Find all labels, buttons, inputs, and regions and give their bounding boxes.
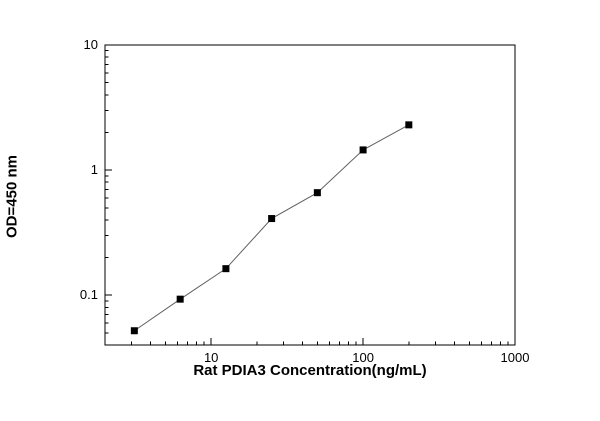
data-point-marker <box>222 265 230 273</box>
x-axis-tick-label: 1000 <box>501 350 530 365</box>
x-axis-title: Rat PDIA3 Concentration(ng/mL) <box>193 362 427 379</box>
y-axis-tick-label: 0.1 <box>80 287 98 302</box>
x-axis-tick-label: 100 <box>352 350 374 365</box>
y-axis-title: OD=450 nm <box>3 155 21 238</box>
data-point-marker <box>176 295 184 303</box>
data-point-marker <box>130 327 138 335</box>
y-axis-tick-label: 1 <box>91 162 98 177</box>
data-point-marker <box>268 215 276 223</box>
data-point-marker <box>405 121 413 129</box>
series-line <box>134 124 410 332</box>
data-point-marker <box>359 146 367 154</box>
data-point-marker <box>313 189 321 197</box>
y-axis-tick-label: 10 <box>84 37 98 52</box>
plot-frame <box>104 44 516 346</box>
x-axis-tick-label: 10 <box>204 350 218 365</box>
